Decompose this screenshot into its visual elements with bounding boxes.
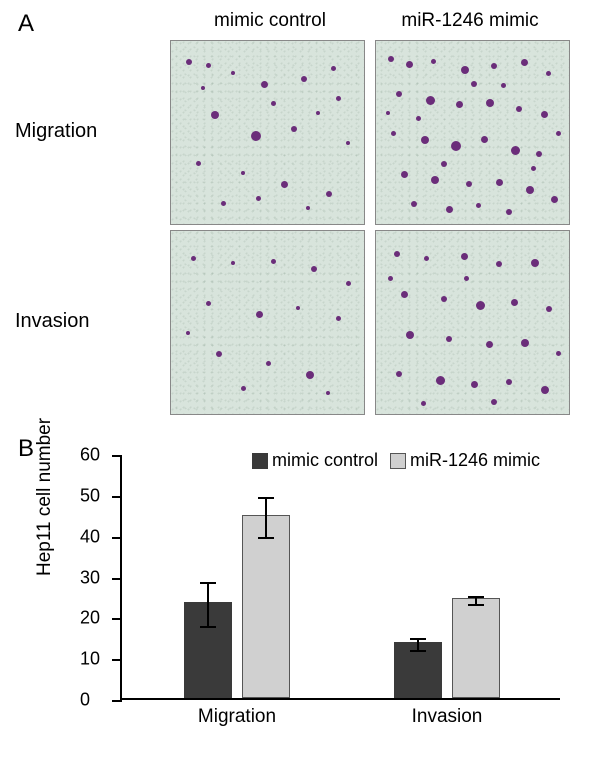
legend-label-mimic: miR-1246 mimic: [410, 450, 540, 471]
bar: [452, 598, 500, 698]
y-tick-label: 10: [80, 649, 100, 670]
legend-swatch-mimic: [390, 453, 406, 469]
y-tick-label: 0: [80, 690, 90, 711]
row-label-invasion: Invasion: [15, 310, 90, 333]
legend-label-control: mimic control: [272, 450, 378, 471]
micro-image-mig-mimic: [375, 40, 570, 225]
x-tick-label: Invasion: [412, 706, 483, 728]
micro-image-inv-control: [170, 230, 365, 415]
row-label-migration: Migration: [15, 120, 97, 143]
y-tick-label: 60: [80, 445, 100, 466]
y-tick-label: 50: [80, 485, 100, 506]
x-tick-label: Migration: [198, 706, 276, 728]
legend-swatch-control: [252, 453, 268, 469]
y-tick-label: 20: [80, 608, 100, 629]
panel-a-label: A: [18, 10, 34, 38]
y-tick-label: 40: [80, 526, 100, 547]
y-axis-label: Hep11 cell number: [34, 418, 56, 576]
bar-chart: mimic control miR-1246 mimic 01020304050…: [120, 455, 560, 700]
micro-image-inv-mimic: [375, 230, 570, 415]
microscopy-image-grid: [170, 40, 570, 415]
col-header-control: mimic control: [170, 10, 370, 32]
panel-b: Hep11 cell number mimic control miR-1246…: [50, 445, 570, 745]
panel-b-label: B: [18, 435, 34, 463]
col-header-mimic: miR-1246 mimic: [370, 10, 570, 32]
chart-legend: mimic control miR-1246 mimic: [252, 450, 540, 471]
bar: [242, 515, 290, 698]
micro-image-mig-control: [170, 40, 365, 225]
legend-item-control: mimic control: [252, 450, 378, 471]
y-tick-label: 30: [80, 567, 100, 588]
legend-item-mimic: miR-1246 mimic: [390, 450, 540, 471]
